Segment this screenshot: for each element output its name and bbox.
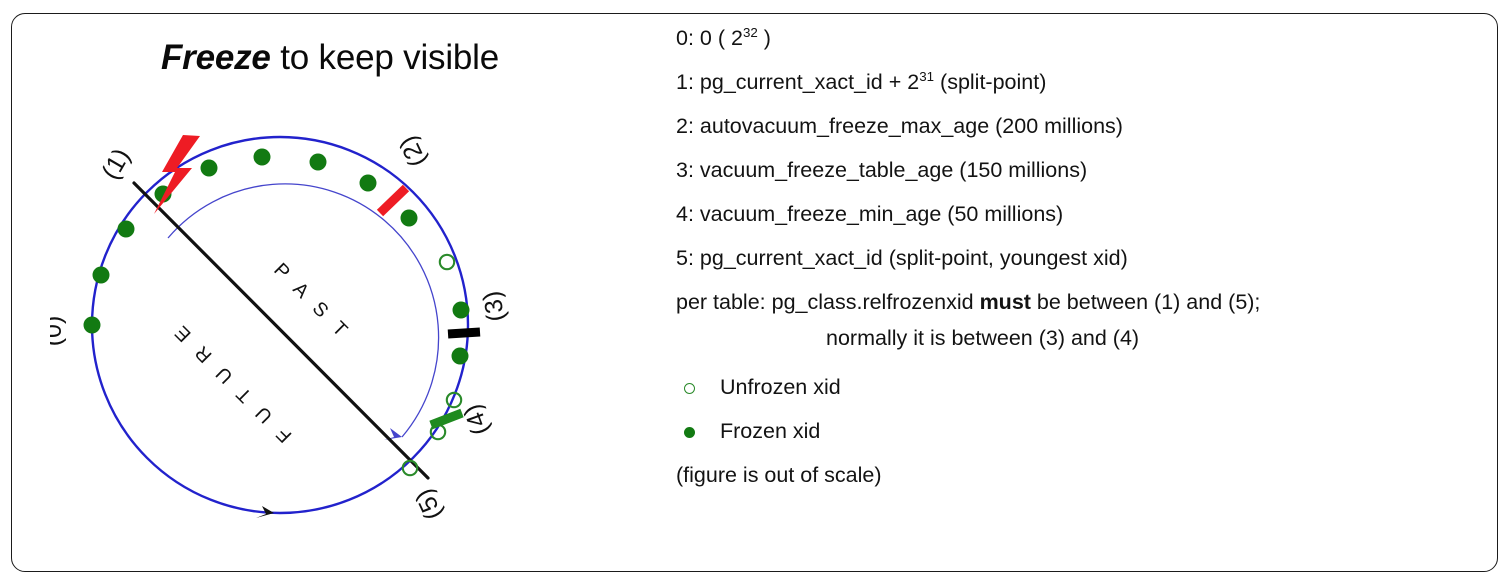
note-line-4: 4: vacuum_freeze_min_age (50 millions)	[676, 202, 1064, 226]
marker-label-1: (1)	[96, 144, 136, 184]
per-table-part2: be between (1) and (5);	[1030, 290, 1261, 314]
frozen-xid-dot	[359, 174, 377, 192]
marker-4-tick	[429, 408, 464, 430]
marker-label-5: (5)	[410, 485, 448, 525]
note-line-0-prefix: 0: 0 ( 2	[676, 26, 743, 50]
marker-2-tick	[376, 184, 410, 217]
frozen-xid-dot	[452, 301, 470, 319]
per-table-line-1: per table: pg_class.relfrozenxid must be…	[676, 290, 1476, 314]
note-line-2: 2: autovacuum_freeze_max_age (200 millio…	[676, 114, 1123, 138]
frozen-xid-dot	[451, 347, 469, 365]
note-line-1-prefix: 1: pg_current_xact_id + 2	[676, 70, 920, 94]
xid-wraparound-diagram: P A S T F U T U R E	[39, 110, 610, 550]
future-label: F U T U R E	[167, 318, 296, 447]
unfrozen-xid-dot	[438, 253, 456, 271]
xid-ring	[90, 135, 470, 515]
scale-disclaimer: (figure is out of scale)	[676, 463, 882, 487]
legend-item-frozen: Frozen xid	[676, 421, 1476, 443]
legend: Unfrozen xid Frozen xid	[676, 377, 1476, 443]
figure-title-emphasis: Freeze	[160, 38, 271, 77]
legend-label-unfrozen: Unfrozen xid	[720, 375, 841, 400]
filled-circle-icon	[684, 426, 695, 438]
notes-panel: 0: 0 ( 232 ) 1: pg_current_xact_id + 231…	[676, 24, 1476, 487]
per-table-emphasis: must	[979, 290, 1031, 314]
frozen-xid-dot	[117, 220, 135, 238]
figure-frame	[11, 13, 1498, 572]
marker-label-2: (2)	[394, 132, 432, 172]
frozen-xid-dot	[83, 316, 101, 334]
frozen-xid-dot	[92, 266, 110, 284]
marker-label-3: (3)	[478, 289, 511, 324]
note-line-1-sup: 31	[919, 68, 935, 84]
frozen-xid-dot	[309, 153, 327, 171]
age-span-arrowhead	[384, 428, 402, 440]
unfrozen-xid-swatch	[676, 382, 710, 394]
frozen-xid-dot	[253, 148, 271, 166]
marker-label-4: (4)	[458, 401, 495, 439]
open-circle-icon	[684, 382, 695, 394]
marker-label-0: (0)	[50, 316, 67, 347]
note-line-1: 1: pg_current_xact_id + 231 (split-point…	[676, 68, 1476, 94]
frozen-xid-dot	[400, 209, 418, 227]
note-line-5: 5: pg_current_xact_id (split-point, youn…	[676, 246, 1128, 270]
frozen-xid-dots	[83, 148, 470, 365]
per-table-line-2: normally it is between (3) and (4)	[826, 325, 1140, 350]
per-table-note: per table: pg_class.relfrozenxid must be…	[676, 290, 1476, 350]
unfrozen-xid-dot	[401, 459, 419, 477]
legend-item-unfrozen: Unfrozen xid	[676, 377, 1476, 399]
unfrozen-xid-dots	[401, 253, 463, 477]
lightning-bolt-icon	[154, 135, 200, 214]
per-table-part1: per table: pg_class.relfrozenxid	[676, 290, 980, 314]
split-point-line	[132, 181, 430, 480]
note-line-3: 3: vacuum_freeze_table_age (150 millions…	[676, 158, 1088, 182]
note-line-1-suffix: (split-point)	[934, 70, 1047, 94]
frozen-xid-dot	[200, 159, 218, 177]
note-line-0: 0: 0 ( 232 )	[676, 24, 1476, 50]
frozen-xid-swatch	[676, 426, 710, 438]
age-span-arc	[167, 183, 440, 438]
diagram-panel: Freeze to keep visible P A S T F U T U R…	[30, 20, 650, 550]
figure-title: Freeze to keep visible	[30, 38, 630, 78]
note-line-0-sup: 32	[742, 24, 758, 40]
figure-title-rest: to keep visible	[270, 38, 500, 77]
diagram-svg: P A S T F U T U R E	[39, 132, 511, 525]
future-label-text: F U T U R E	[167, 318, 296, 447]
note-line-0-suffix: )	[757, 26, 771, 50]
unfrozen-xid-dot	[445, 391, 463, 409]
ring-direction-arrowhead	[256, 506, 274, 518]
legend-label-frozen: Frozen xid	[720, 419, 821, 444]
marker-3-tick	[447, 327, 481, 339]
